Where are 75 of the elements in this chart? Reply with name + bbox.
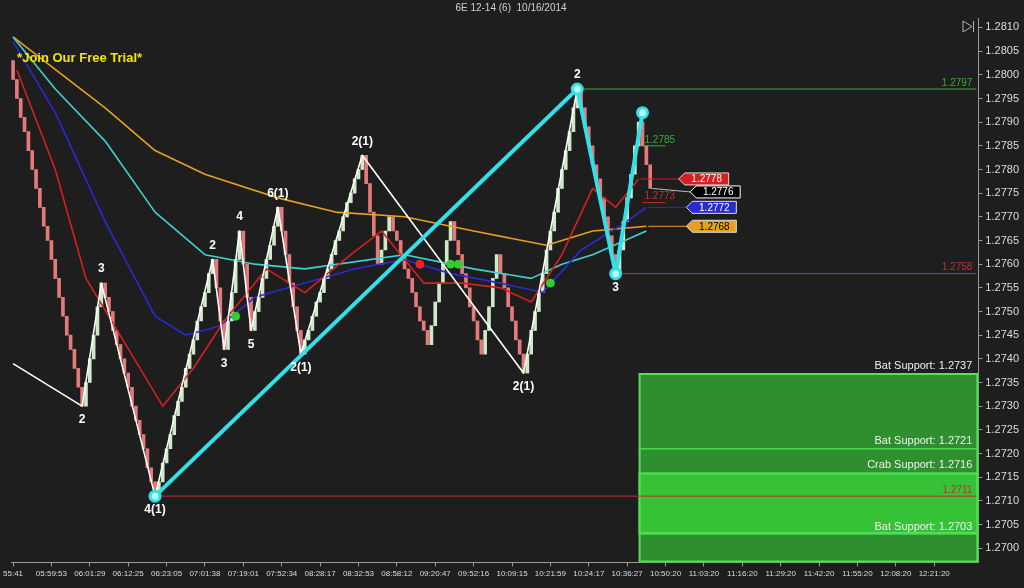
y-tick-label: 1.2780 — [985, 162, 1020, 175]
x-tick-label: 11:29:20 — [765, 569, 797, 579]
x-tick-label: 05:59:53 — [35, 569, 68, 579]
annotation: 6(1) — [267, 185, 289, 200]
x-tick-label: 06:23:05 — [150, 569, 183, 579]
x-tick-label: 08:32:53 — [342, 569, 375, 579]
x-tick-label: 08:28:17 — [304, 569, 337, 579]
data-label: 1.2785 — [644, 133, 676, 145]
y-tick-label: 1.2770 — [985, 209, 1020, 222]
y-tick-label: 1.2750 — [985, 304, 1020, 317]
data-label: 1.2772 — [699, 201, 731, 213]
annotation: 3 — [97, 261, 105, 276]
y-tick-label: 1.2760 — [985, 257, 1020, 270]
band-label: Bat Support: 1.2737 — [874, 358, 973, 371]
y-tick-label: 1.2775 — [985, 186, 1020, 199]
data-label: 1.2768 — [699, 220, 731, 232]
y-tick-label: 1.2720 — [985, 446, 1020, 459]
x-tick-label: 06:12:25 — [112, 569, 145, 579]
y-tick-label: 1.2725 — [985, 422, 1020, 435]
annotation: 2(1) — [512, 379, 535, 394]
band-label: Crab Support: 1.2716 — [867, 457, 973, 470]
x-tick-label: 11:55:20 — [842, 569, 874, 579]
x-tick-label: 08:58:12 — [381, 569, 413, 579]
x-tick-label: 11:42:20 — [803, 569, 835, 579]
ref-line-label: Bat Support: 1.2703 — [874, 519, 973, 532]
x-tick-label: 55:41 — [3, 569, 24, 579]
x-tick-label: 10:50:20 — [649, 569, 682, 579]
ref-line-label: Bat Support: 1.2721 — [874, 434, 973, 447]
y-tick-label: 1.2790 — [985, 115, 1020, 128]
annotation: 2(1) — [290, 360, 312, 375]
annotation: 3 — [220, 355, 228, 370]
y-tick-label: 1.2755 — [985, 280, 1020, 293]
data-label: 1.2797 — [941, 76, 973, 88]
annotation: 2 — [573, 67, 581, 82]
x-tick-label: 10:36:27 — [611, 569, 644, 579]
y-tick-label: 1.2800 — [985, 67, 1020, 80]
x-tick-label: 10:09:15 — [496, 569, 529, 579]
data-label: 1.2773 — [644, 190, 676, 202]
annotation: 4(1) — [144, 502, 166, 517]
y-tick-label: 1.2735 — [985, 375, 1020, 388]
y-tick-label: 1.2795 — [985, 91, 1020, 104]
y-tick-label: 1.2810 — [985, 20, 1020, 33]
data-label: 1.2778 — [691, 173, 723, 185]
x-tick-label: 06:01:29 — [74, 569, 106, 579]
chart-title: 6E 12-14 (6) 10/16/2014 — [455, 1, 568, 13]
annotation: 4 — [236, 209, 244, 224]
annotation: 5 — [247, 336, 255, 351]
x-tick-label: 12:08:20 — [880, 569, 912, 579]
y-tick-label: 1.2710 — [985, 493, 1020, 506]
text: 1.2776 — [702, 186, 734, 198]
y-tick-label: 1.2805 — [985, 44, 1020, 57]
x-tick-label: 07:19:01 — [227, 569, 260, 579]
y-tick-label: 1.2785 — [985, 138, 1020, 151]
data-label: 1.2758 — [941, 261, 973, 273]
y-tick-label: 1.2700 — [985, 541, 1020, 554]
annotation: 2 — [209, 237, 217, 252]
y-tick-label: 1.2745 — [985, 328, 1020, 341]
y-tick-label: 1.2715 — [985, 470, 1020, 483]
x-tick-label: 07:52:34 — [266, 569, 298, 579]
x-tick-label: 10:21:59 — [534, 569, 567, 579]
y-tick-label: 1.2740 — [985, 351, 1020, 364]
data-label: 1.2711 — [942, 483, 973, 495]
x-tick-label: 10:24:17 — [573, 569, 605, 579]
x-tick-label: 12:21:20 — [918, 569, 951, 579]
x-tick-label: 11:03:20 — [688, 569, 720, 579]
y-tick-label: 1.2730 — [985, 399, 1020, 412]
annotation: 2(1) — [351, 133, 373, 148]
y-tick-label: 1.2705 — [985, 517, 1020, 530]
annotation: 2 — [78, 412, 86, 427]
x-tick-label: 11:16:20 — [727, 569, 759, 579]
x-tick-label: 07:01:38 — [189, 569, 222, 579]
x-tick-label: 09:52:16 — [458, 569, 490, 579]
y-tick-label: 1.2765 — [985, 233, 1020, 246]
x-tick-label: 09:20:47 — [419, 569, 452, 579]
annotation: 3 — [612, 279, 620, 294]
